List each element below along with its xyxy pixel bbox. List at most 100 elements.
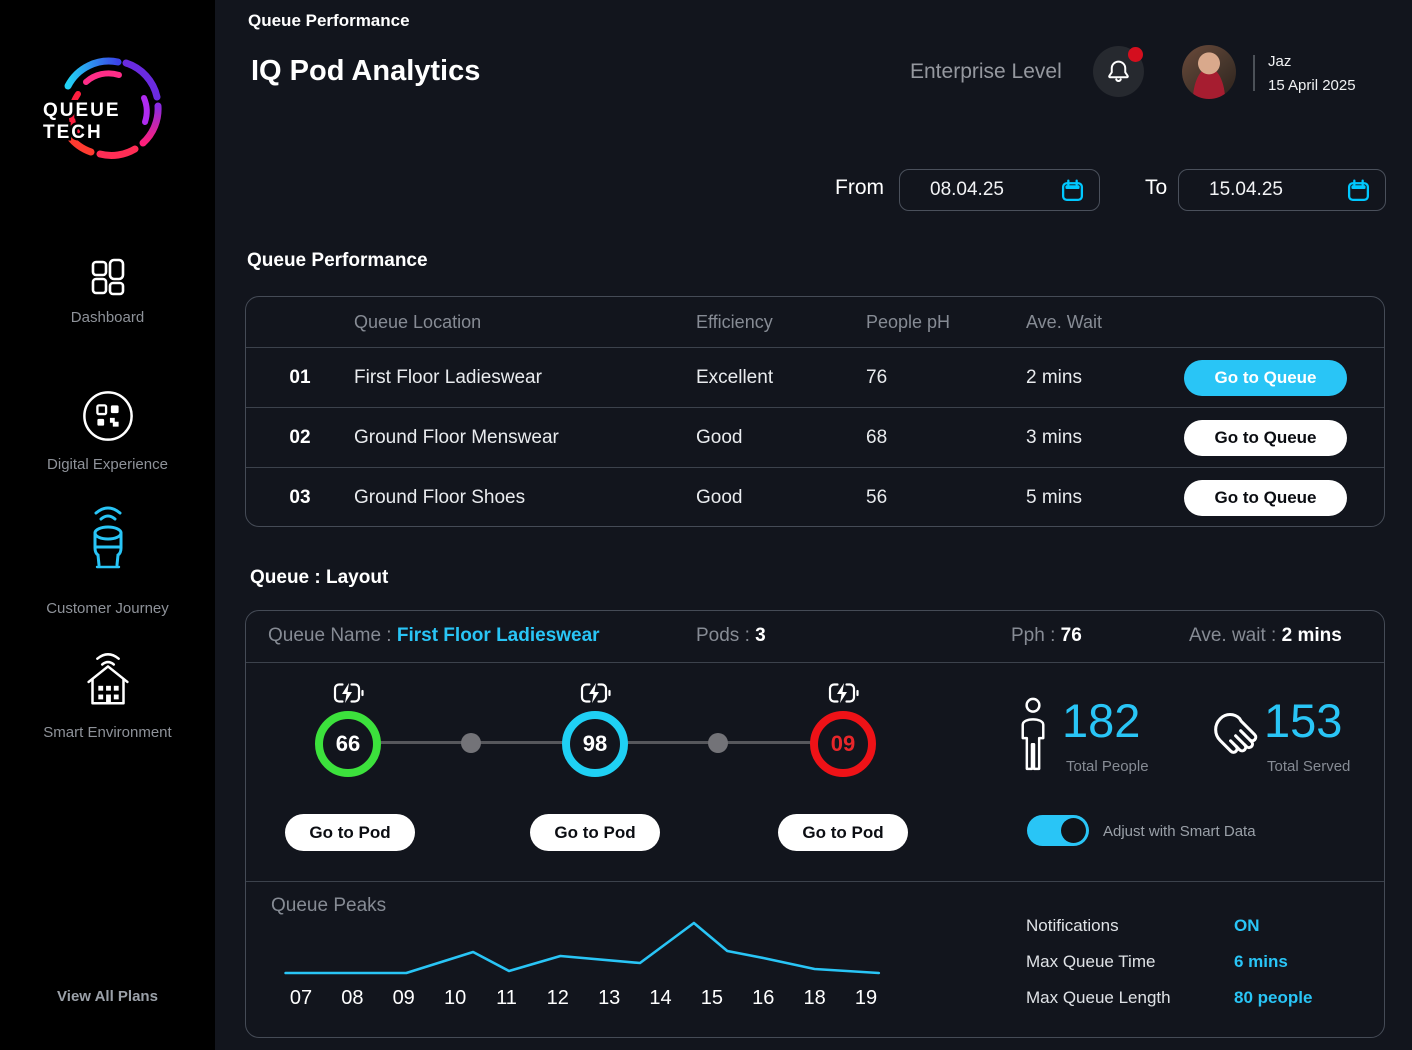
customer-journey-icon [93, 506, 122, 569]
pod-connector-dot [461, 733, 481, 753]
battery-charging-icon [828, 683, 859, 703]
queue-location: First Floor Ladieswear [354, 366, 542, 388]
sidebar-item-label: Smart Environment [43, 724, 172, 741]
logo-text-queue: QUEUE [43, 100, 121, 121]
date-from-input[interactable]: 08.04.25 [899, 169, 1100, 211]
queue-name: Queue Name : First Floor Ladieswear [268, 625, 600, 646]
setting-label: Max Queue Time [1026, 952, 1156, 971]
smart-data-toggle[interactable] [1027, 815, 1089, 846]
svg-text:14: 14 [649, 987, 671, 1009]
date-to-input[interactable]: 15.04.25 [1178, 169, 1386, 211]
people-ph: 68 [866, 426, 888, 448]
digital-experience-icon [82, 391, 133, 441]
card-divider [246, 881, 1384, 882]
setting-row: Max Queue Length 80 people [1026, 988, 1366, 1008]
hand-icon [1214, 713, 1258, 754]
efficiency: Good [696, 486, 743, 508]
svg-text:08: 08 [341, 987, 363, 1009]
svg-text:19: 19 [855, 987, 877, 1009]
setting-label: Notifications [1026, 916, 1119, 935]
breadcrumb: Queue Performance [248, 11, 410, 30]
go-to-pod-button[interactable]: Go to Pod [285, 814, 415, 851]
setting-row: Notifications ON [1026, 916, 1366, 936]
dashboard-icon [91, 258, 124, 296]
sidebar-item-label: Digital Experience [47, 456, 168, 473]
queue-performance-section-title: Queue Performance [247, 250, 428, 271]
sidebar-item-smart-environment[interactable]: Smart Environment [0, 649, 215, 741]
queue-location: Ground Floor Menswear [354, 426, 559, 448]
ave-wait: 2 mins [1026, 366, 1082, 388]
view-all-plans-link[interactable]: View All Plans [57, 988, 158, 1005]
current-date: 15 April 2025 [1268, 77, 1356, 94]
total-served-label: Total Served [1267, 758, 1351, 775]
sidebar-item-digital-experience[interactable]: Digital Experience [0, 389, 215, 473]
table-row: 02 Ground Floor Menswear Good 68 3 mins … [246, 407, 1384, 467]
pods-count: Pods : 3 [696, 625, 766, 646]
notification-badge [1128, 47, 1143, 62]
go-to-pod-button[interactable]: Go to Pod [530, 814, 660, 851]
logo-text-tech: TECH [43, 122, 103, 143]
people-ph: 76 [866, 366, 888, 388]
setting-label: Max Queue Length [1026, 988, 1171, 1007]
notifications-bell-button[interactable] [1093, 46, 1144, 97]
queue-layout-card: Queue Name : First Floor Ladieswear Pods… [245, 610, 1385, 1038]
setting-value: 6 mins [1234, 952, 1288, 971]
svg-text:16: 16 [752, 987, 774, 1009]
setting-row: Max Queue Time 6 mins [1026, 952, 1366, 972]
pod-value: 98 [582, 731, 608, 756]
user-avatar[interactable] [1182, 45, 1236, 99]
from-label: From [835, 176, 884, 199]
queue-peaks-chart: 07 08 09 10 11 12 13 14 15 16 18 19 [284, 921, 881, 1009]
col-ave-wait: Ave. Wait [1026, 311, 1103, 332]
user-name: Jaz [1268, 53, 1292, 70]
pod-status-ring[interactable]: 98 [562, 711, 628, 777]
table-row: 01 First Floor Ladieswear Excellent 76 2… [246, 347, 1384, 407]
queue-performance-table: Queue Location Efficiency People pH Ave.… [245, 296, 1385, 527]
pod-status-ring[interactable]: 09 [810, 711, 876, 777]
row-number: 02 [289, 426, 311, 448]
col-efficiency: Efficiency [696, 311, 773, 332]
col-queue-location: Queue Location [354, 311, 482, 332]
sidebar-item-label: Dashboard [70, 309, 145, 326]
date-from-value: 08.04.25 [930, 179, 1004, 200]
setting-value: ON [1234, 916, 1260, 935]
go-to-queue-button[interactable]: Go to Queue [1184, 359, 1347, 396]
smart-environment-icon [86, 653, 129, 705]
queue-layout-section-title: Queue : Layout [250, 567, 389, 588]
efficiency: Good [696, 426, 743, 448]
bell-icon [1108, 60, 1129, 82]
pod-value: 66 [335, 731, 361, 756]
battery-charging-icon [580, 683, 611, 703]
sidebar: QUEUE TECH Dashboard [0, 0, 215, 1050]
go-to-queue-button[interactable]: Go to Queue [1184, 419, 1347, 456]
toggle-knob [1061, 818, 1086, 843]
table-row: 03 Ground Floor Shoes Good 56 5 mins Go … [246, 467, 1384, 526]
queue-tech-logo: QUEUE TECH [41, 57, 162, 159]
col-people-ph: People pH [866, 311, 951, 332]
calendar-icon[interactable] [1060, 178, 1085, 203]
svg-text:15: 15 [701, 987, 723, 1009]
sidebar-item-dashboard[interactable]: Dashboard [0, 258, 215, 326]
pph-value: Pph : 76 [1011, 625, 1082, 646]
svg-text:09: 09 [393, 987, 415, 1009]
smart-data-toggle-label: Adjust with Smart Data [1103, 823, 1256, 840]
pod-connector-dot [708, 733, 728, 753]
pod-status-ring[interactable]: 66 [315, 711, 381, 777]
date-to-value: 15.04.25 [1209, 179, 1283, 200]
svg-text:10: 10 [444, 987, 466, 1009]
sidebar-item-label: Customer Journey [46, 600, 169, 617]
go-to-pod-button[interactable]: Go to Pod [778, 814, 908, 851]
people-ph: 56 [866, 486, 888, 508]
efficiency: Excellent [696, 366, 774, 388]
plan-level-label: Enterprise Level [910, 60, 1062, 83]
to-label: To [1145, 176, 1168, 199]
svg-text:11: 11 [496, 987, 517, 1009]
ave-wait: 3 mins [1026, 426, 1082, 448]
calendar-icon[interactable] [1346, 178, 1371, 203]
header-divider [1253, 55, 1255, 91]
go-to-queue-button[interactable]: Go to Queue [1184, 479, 1347, 516]
total-people-label: Total People [1066, 758, 1149, 775]
sidebar-item-customer-journey[interactable]: Customer Journey [0, 503, 215, 617]
pod-value: 09 [830, 731, 856, 756]
row-number: 01 [289, 366, 311, 388]
